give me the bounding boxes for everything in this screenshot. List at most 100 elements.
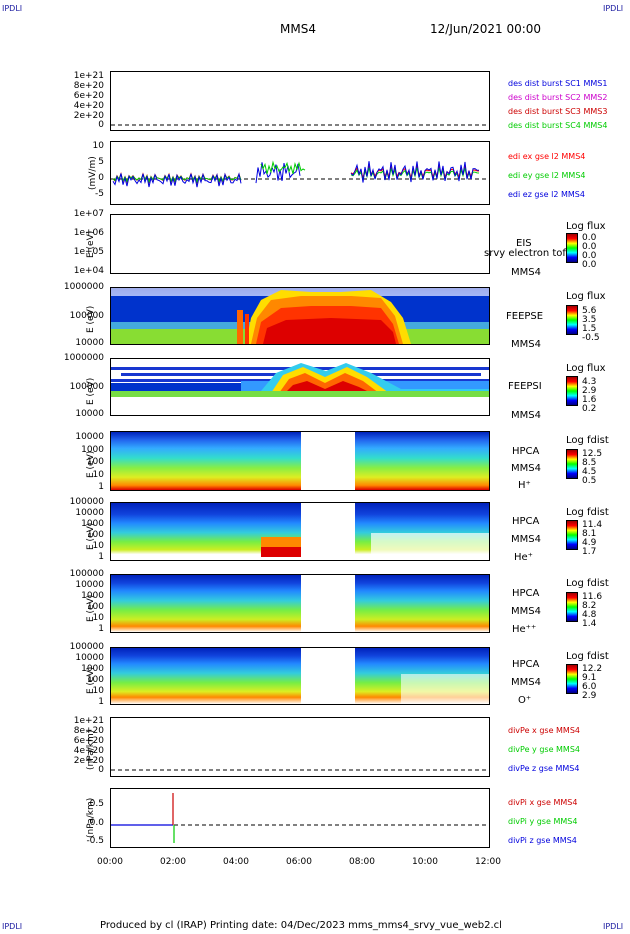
- panel-edi: [110, 141, 490, 205]
- hpca-o-ytick: 1: [98, 697, 104, 707]
- x-tick-label: 10:00: [412, 857, 438, 867]
- des-ytick: 4e+20: [73, 101, 104, 111]
- hpca-hepp-ytick: 10: [92, 613, 104, 623]
- eis-cb-label: 0.0: [582, 251, 597, 261]
- des-ytick: 8e+20: [73, 81, 104, 91]
- hpca-h-ytick: 100: [86, 457, 104, 467]
- panel-feepsi: [110, 358, 490, 416]
- eis-ytick: 1e+06: [73, 228, 104, 238]
- divpe-legend: divPe y gse MMS4: [508, 745, 580, 754]
- panel-hpca-hepp: [110, 574, 490, 633]
- hpca-h-sc: MMS4: [511, 463, 541, 474]
- hpca-h-ytick: 1000: [81, 445, 104, 455]
- hpca-he-cb-label: 11.4: [582, 520, 603, 530]
- edi-ytick: 10: [92, 141, 104, 151]
- hpca-hepp-cb-label: 1.4: [582, 619, 597, 629]
- feepsi-cb-label: 2.9: [582, 386, 597, 396]
- edi-ez-trace: [350, 161, 480, 183]
- eis-instrument: EIS: [516, 238, 532, 249]
- feepse-cb-label: 1.5: [582, 324, 597, 334]
- feepse-sc: MMS4: [511, 339, 541, 350]
- hpca-o-ytick: 10: [92, 686, 104, 696]
- panel-divpi: [110, 788, 490, 848]
- edi-ez-trace: [255, 162, 301, 184]
- hpca-hepp-ytick: 1: [98, 624, 104, 634]
- divpi-legend: divPi x gse MMS4: [508, 798, 578, 807]
- eis-ytick: 1e+05: [73, 247, 104, 257]
- hpca-h-species: H⁺: [518, 480, 531, 491]
- hpca-o-cb-title: Log fdist: [566, 651, 609, 662]
- spacecraft-title: MMS4: [280, 22, 316, 36]
- hpca-h-ytick: 1: [98, 482, 104, 492]
- eis-cb-label: 0.0: [582, 242, 597, 252]
- feepse-cb-label: 5.6: [582, 306, 597, 316]
- panel-hpca-o: [110, 647, 490, 705]
- panel-hpca-he: [110, 502, 490, 561]
- eis-sc: MMS4: [511, 267, 541, 278]
- feepse-ytick: 100000: [69, 311, 104, 321]
- x-tick-label: 02:00: [160, 857, 186, 867]
- hpca-hepp-ytick: 10000: [75, 580, 104, 590]
- corner-label-bl: IPDLI: [2, 922, 23, 931]
- des-ytick: 6e+20: [73, 91, 104, 101]
- edi-ytick: 5: [98, 157, 104, 167]
- hpca-hepp-cb-label: 11.6: [582, 592, 603, 602]
- eis-cb-label: 0.0: [582, 260, 597, 270]
- divpe-ytick: 4e+20: [73, 746, 104, 756]
- corner-label-br: IPDLI: [603, 922, 624, 931]
- divpe-ytick: 2e+20: [73, 756, 104, 766]
- hpca-he-ytick: 10000: [75, 508, 104, 518]
- hpca-he-ytick: 100: [86, 530, 104, 540]
- hpca-he-ytick: 10: [92, 541, 104, 551]
- x-tick-label: 04:00: [223, 857, 249, 867]
- feepse-colorbar: [566, 305, 578, 335]
- eis-ytick: 1e+04: [73, 266, 104, 276]
- edi-ey-trace: [260, 160, 306, 175]
- x-tick-label: 12:00: [475, 857, 501, 867]
- hpca-o-cb-label: 12.2: [582, 664, 603, 674]
- x-tick-label: 08:00: [349, 857, 375, 867]
- hpca-o-species: O⁺: [518, 695, 532, 706]
- divpi-ytick: 0.5: [89, 799, 104, 809]
- hpca-hepp-colorbar: [566, 592, 578, 622]
- footer-credits: Produced by cl (IRAP) Printing date: 04/…: [100, 920, 502, 931]
- feepsi-ytick: 100000: [69, 382, 104, 392]
- hpca-hepp-cb-label: 8.2: [582, 601, 597, 611]
- feepsi-colorbar: [566, 376, 578, 406]
- feepse-cb-title: Log flux: [566, 291, 606, 302]
- des-legend: des dist burst SC3 MMS3: [508, 107, 608, 116]
- divpe-ytick: 6e+20: [73, 736, 104, 746]
- feepsi-cb-label: 1.6: [582, 395, 597, 405]
- hpca-o-cb-label: 6.0: [582, 682, 597, 692]
- hpca-he-ytick: 100000: [69, 497, 104, 507]
- panel-eis: [110, 214, 490, 274]
- divpe-ytick: 1e+21: [73, 716, 104, 726]
- edi-ytick: 0: [98, 173, 104, 183]
- hpca-o-ytick: 100: [86, 675, 104, 685]
- feepsi-ytick: 1000000: [63, 353, 104, 363]
- hpca-he-colorbar: [566, 520, 578, 550]
- feepse-ytick: 10000: [75, 338, 104, 348]
- divpi-ytick: 0.0: [89, 818, 104, 828]
- eis-cb-label: 0.0: [582, 233, 597, 243]
- hpca-h-cb-label: 4.5: [582, 467, 597, 477]
- edi-legend: edi ez gse l2 MMS4: [508, 190, 585, 199]
- des-ytick: 0: [98, 120, 104, 130]
- des-legend: des dist burst SC4 MMS4: [508, 121, 608, 130]
- divpe-legend: divPe z gse MMS4: [508, 764, 580, 773]
- hpca-hepp-sc: MMS4: [511, 606, 541, 617]
- hpca-he-cb-label: 4.9: [582, 538, 597, 548]
- divpe-ytick: 0: [98, 765, 104, 775]
- hpca-hepp-cb-title: Log fdist: [566, 578, 609, 589]
- hpca-he-ytick: 1: [98, 552, 104, 562]
- eis-cb-title: Log flux: [566, 221, 606, 232]
- hpca-o-cb-label: 2.9: [582, 691, 597, 701]
- hpca-h-colorbar: [566, 449, 578, 479]
- x-tick-label: 06:00: [286, 857, 312, 867]
- hpca-o-ytick: 100000: [69, 642, 104, 652]
- corner-label-tr: IPDLI: [603, 4, 624, 13]
- divpe-legend: divPe x gse MMS4: [508, 726, 580, 735]
- edi-ez-trace: [112, 172, 242, 188]
- edi-ytick: -5: [95, 189, 104, 199]
- eis-ytick: 1e+07: [73, 209, 104, 219]
